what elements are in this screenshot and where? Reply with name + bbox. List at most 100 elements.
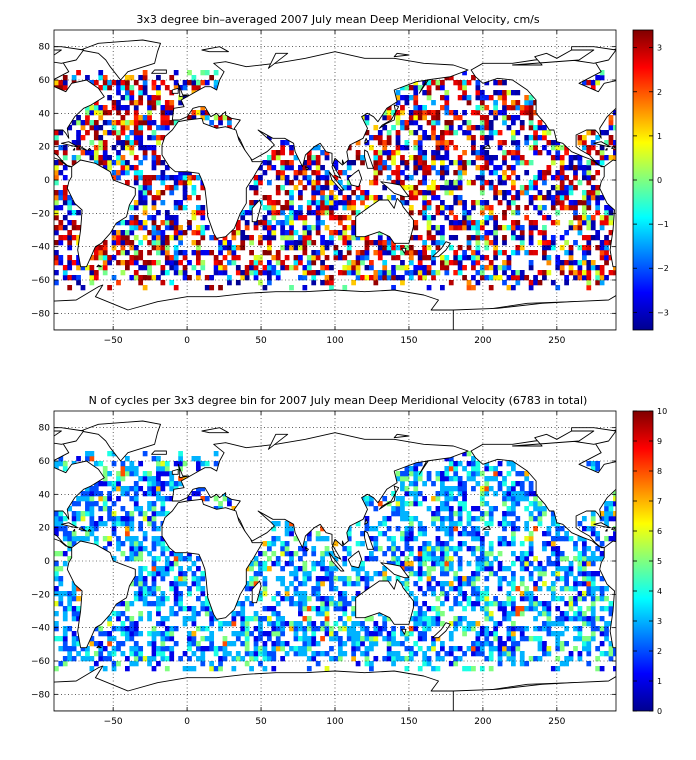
bin-cell [488,130,494,136]
bin-cell [386,115,392,121]
bin-cell [457,541,463,547]
bin-cell [302,250,308,256]
bin-cell [457,85,463,91]
bin-cell [608,230,614,236]
bin-cell [608,210,614,216]
bin-cell [386,135,392,141]
bin-cell [457,566,463,572]
bin-cell [573,175,578,181]
bin-cell [138,225,144,231]
bin-cell [608,656,614,662]
bin-cell [129,581,135,587]
bin-cell [302,240,308,246]
bin-cell [515,275,521,281]
bin-cell [466,280,472,286]
bin-cell [337,591,343,597]
bin-cell [187,275,192,281]
bin-cell [151,95,157,101]
bin-cell [67,546,73,552]
bin-cell [178,225,183,231]
bin-cell [62,190,68,196]
bin-cell [550,511,556,517]
bin-cell [590,551,596,557]
bin-cell [133,205,139,211]
bin-cell [324,150,330,156]
bin-cell [581,255,587,261]
bin-cell [573,270,578,276]
bin-cell [506,205,512,211]
bin-cell [537,516,543,522]
bin-cell [484,631,490,637]
bin-cell [395,511,401,517]
bin-cell [311,591,317,597]
bin-cell [67,596,73,602]
bin-cell [426,185,432,191]
bin-cell [475,516,481,522]
bin-cell [422,626,427,632]
bin-cell [546,541,552,547]
bin-cell [58,566,64,572]
bin-cell [444,150,450,156]
bin-cell [519,185,525,191]
bin-cell [471,75,476,81]
bin-cell [160,631,166,637]
bin-cell [360,531,365,537]
bin-cell [466,100,472,106]
bin-cell [453,195,459,201]
bin-cell [133,260,139,266]
bin-cell [306,596,312,602]
bin-cell [298,611,303,617]
bin-cell [311,566,317,572]
bin-cell [586,150,592,156]
bin-cell [275,150,281,156]
bin-cell [542,641,547,647]
bin-cell [422,160,427,166]
bin-cell [147,190,152,196]
bin-cell [475,571,481,577]
bin-cell [187,606,192,612]
bin-cell [93,150,99,156]
bin-cell [258,621,263,627]
bin-cell [533,601,538,607]
landmass [341,540,345,545]
bin-cell [581,235,587,241]
bin-cell [129,205,135,211]
bin-cell [80,536,86,542]
bin-cell [329,215,334,221]
bin-cell [71,541,77,547]
landmass [54,46,85,64]
bin-cell [156,195,161,201]
bin-cell [493,90,498,96]
bin-cell [479,130,485,136]
bin-cell [337,651,343,657]
bin-cell [613,646,616,652]
bin-cell [479,190,485,196]
landmass [60,522,79,529]
bin-cell [253,270,259,276]
bin-cell [471,551,476,557]
bin-cell [129,536,135,542]
bin-cell [475,536,481,542]
bin-cell [249,561,254,567]
bin-cell [235,656,241,662]
bin-cell [524,491,530,497]
bin-cell [391,661,396,667]
bin-cell [124,235,130,241]
bin-cell [440,481,445,487]
bin-cell [164,561,170,567]
landmass [593,141,611,148]
bin-cell [324,576,330,582]
bin-cell [302,270,308,276]
bin-cell [488,651,494,657]
bin-cell [377,521,383,527]
bin-cell [510,641,516,647]
bin-cell [116,496,121,502]
bin-cell [519,656,525,662]
bin-cell [400,85,405,91]
bin-cell [280,165,286,171]
bin-cell [417,160,423,166]
bin-cell [586,616,592,622]
bin-cell [298,215,303,221]
bin-cell [302,576,308,582]
bin-cell [138,551,144,557]
